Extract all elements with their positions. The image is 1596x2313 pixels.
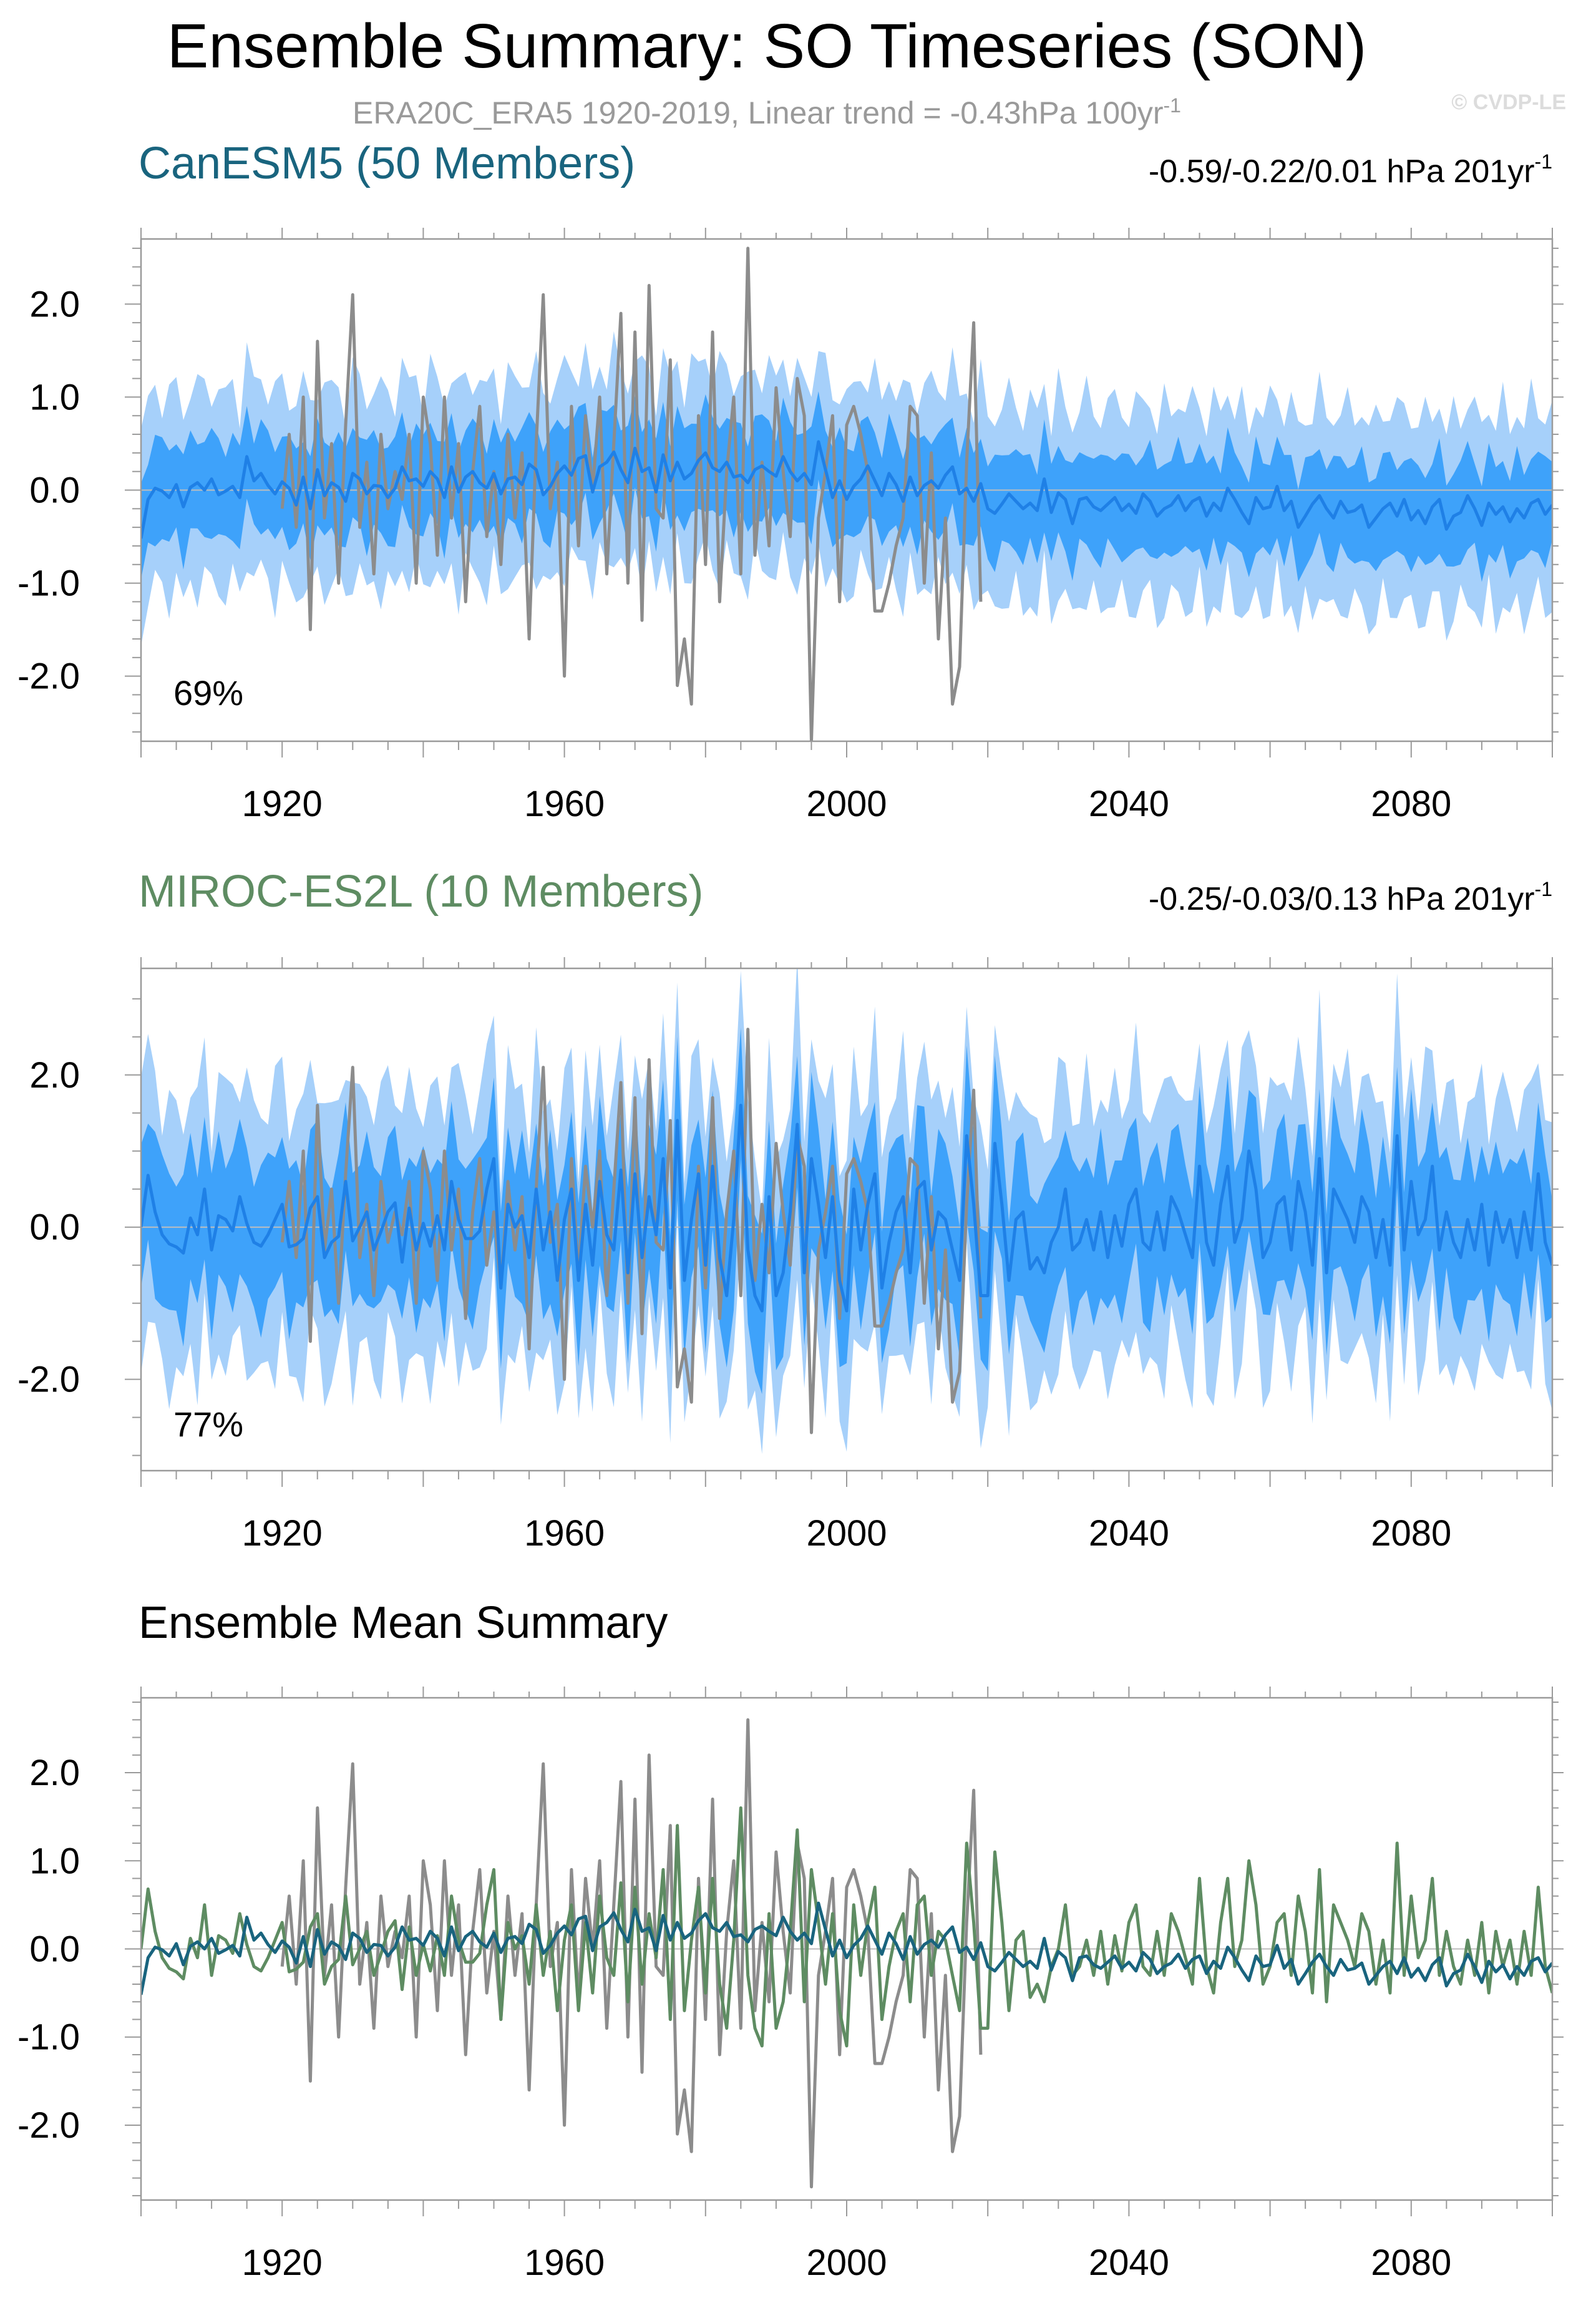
x-tick-label-miroc: 1920 (242, 1513, 323, 1554)
y-tick-label-miroc: -2.0 (17, 1360, 80, 1400)
figure-subtitle-text: ERA20C_ERA5 1920-2019, Linear trend = -0… (353, 95, 1163, 130)
y-tick-label-canesm5: -1.0 (17, 563, 80, 604)
miroc-mean-line-summary (141, 1806, 1552, 2048)
observed-line-canesm5 (280, 246, 983, 741)
band-inner-canesm5 (141, 391, 1552, 582)
plot-area-canesm5: 1920 1960 2000 2040 2080 2.0 1.0 0.0 -1.0 -2.0 (17, 228, 1564, 824)
y-tick-label-summary: 0.0 (29, 1929, 80, 1970)
y-tick-label-summary: 2.0 (29, 1753, 80, 1793)
percent-label-canesm5: 69% (173, 673, 243, 713)
x-tick-label-miroc: 1960 (524, 1513, 605, 1554)
trend-text-canesm5: -0.59/-0.22/0.01 hPa 201yr (1149, 153, 1535, 190)
y-tick-label-miroc: 0.0 (29, 1207, 80, 1248)
data-layer-canesm5 (141, 246, 1552, 741)
data-layer-summary (141, 1718, 1552, 2189)
x-tick-label-canesm5: 2040 (1089, 784, 1169, 824)
ensemble-mean-line-canesm5 (141, 440, 1552, 539)
x-tick-label-summary: 2040 (1089, 2242, 1169, 2283)
panel-title-canesm5: CanESM5 (50 Members) (139, 139, 635, 188)
y-tick-label-miroc: 2.0 (29, 1055, 80, 1096)
trend-sup-canesm5: -1 (1535, 150, 1552, 173)
trend-sup-miroc: -1 (1535, 878, 1552, 900)
trend-miroc: -0.25/-0.03/0.13 hPa 201yr-1 (1149, 878, 1552, 917)
ensemble-mean-line-miroc (141, 1104, 1552, 1313)
figure-title: Ensemble Summary: SO Timeseries (SON) (167, 11, 1367, 81)
y-tick-label-summary: -2.0 (17, 2105, 80, 2146)
x-tick-label-summary: 2000 (806, 2242, 887, 2283)
panel-miroc: MIROC-ES2L (10 Members) -0.25/-0.03/0.13… (17, 867, 1564, 1554)
band-inner-miroc (141, 1028, 1552, 1395)
figure-subtitle-sup: -1 (1164, 94, 1181, 117)
x-tick-label-miroc: 2080 (1371, 1513, 1451, 1554)
canesm5-mean-line-summary (141, 1901, 1552, 1995)
x-tick-label-summary: 2080 (1371, 2242, 1451, 2283)
panel-title-miroc: MIROC-ES2L (10 Members) (139, 867, 704, 917)
data-layer-miroc (141, 968, 1552, 1454)
percent-label-miroc: 77% (173, 1405, 243, 1444)
x-tick-label-canesm5: 2080 (1371, 784, 1451, 824)
x-tick-label-canesm5: 2000 (806, 784, 887, 824)
plot-area-miroc: 1920 1960 2000 2040 2080 2.0 0.0 -2.0 (17, 957, 1564, 1554)
x-tick-label-canesm5: 1920 (242, 784, 323, 824)
x-tick-label-summary: 1960 (524, 2242, 605, 2283)
x-tick-label-miroc: 2000 (806, 1513, 887, 1554)
y-tick-label-summary: -1.0 (17, 2017, 80, 2058)
figure-subtitle: ERA20C_ERA5 1920-2019, Linear trend = -0… (353, 94, 1181, 130)
copyright-label: © CVDP-LE (1451, 90, 1566, 114)
x-tick-label-canesm5: 1960 (524, 784, 605, 824)
y-tick-label-canesm5: 2.0 (29, 284, 80, 324)
panel-title-summary: Ensemble Mean Summary (139, 1598, 668, 1648)
trend-canesm5: -0.59/-0.22/0.01 hPa 201yr-1 (1149, 150, 1552, 190)
x-tick-label-miroc: 2040 (1089, 1513, 1169, 1554)
trend-text-miroc: -0.25/-0.03/0.13 hPa 201yr (1149, 881, 1535, 917)
panel-canesm5: CanESM5 (50 Members) -0.59/-0.22/0.01 hP… (17, 139, 1564, 824)
plot-area-summary: 1920 1960 2000 2040 2080 2.0 1.0 0.0 -1.0 -2.0 (17, 1687, 1564, 2283)
y-tick-label-canesm5: 1.0 (29, 377, 80, 417)
panel-summary: Ensemble Mean Summary 1920 1960 2000 2040 20… (17, 1598, 1564, 2283)
x-tick-label-summary: 1920 (242, 2242, 323, 2283)
y-tick-label-canesm5: 0.0 (29, 470, 80, 511)
y-tick-label-summary: 1.0 (29, 1841, 80, 1881)
y-tick-label-canesm5: -2.0 (17, 656, 80, 697)
